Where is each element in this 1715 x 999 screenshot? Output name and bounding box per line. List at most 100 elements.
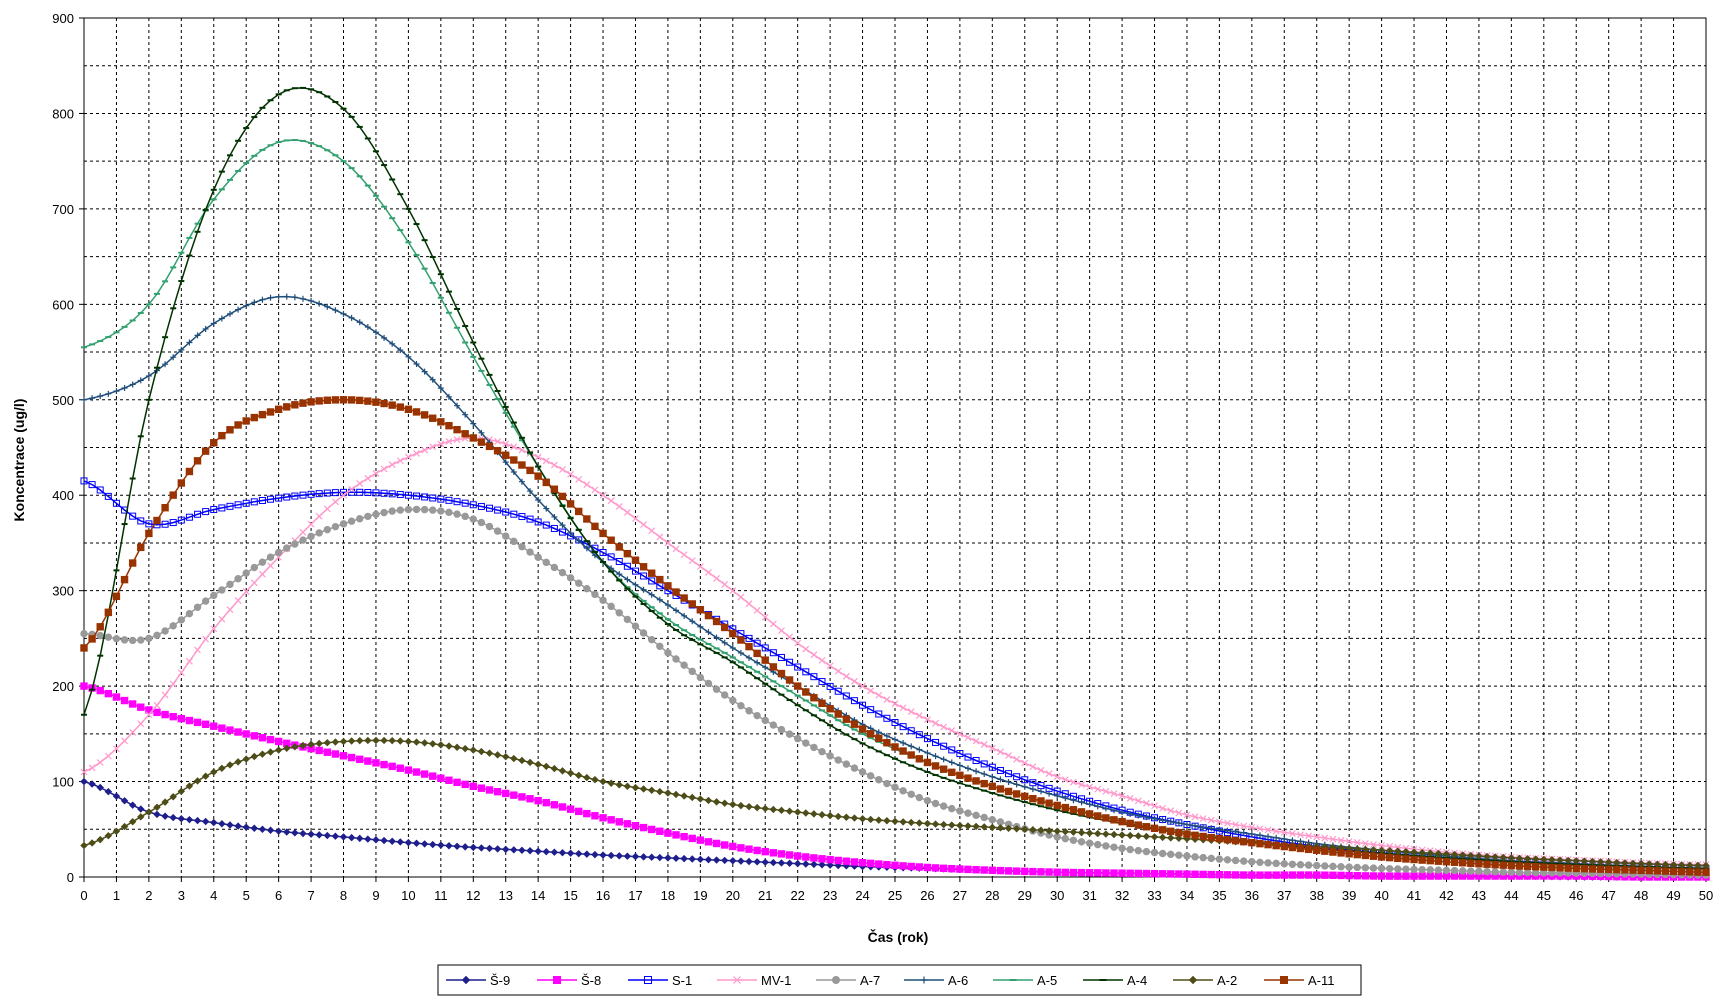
marker-square bbox=[469, 782, 477, 791]
marker-square-open bbox=[88, 481, 96, 489]
marker-diamond bbox=[923, 819, 932, 828]
marker-plus bbox=[746, 654, 753, 661]
marker-diamond bbox=[785, 807, 794, 815]
marker-x bbox=[250, 579, 258, 587]
marker-square-open bbox=[842, 692, 850, 700]
marker-x bbox=[834, 667, 842, 675]
marker-square bbox=[664, 582, 672, 590]
marker-plus bbox=[1175, 820, 1182, 827]
marker-circle bbox=[793, 734, 802, 743]
marker-circle bbox=[1377, 864, 1386, 873]
marker-circle bbox=[1394, 865, 1402, 873]
legend-item: A-11 bbox=[1264, 973, 1335, 988]
marker-circle bbox=[1507, 868, 1516, 876]
marker-circle bbox=[274, 548, 283, 557]
marker-circle bbox=[453, 510, 461, 518]
marker-plus bbox=[1192, 822, 1199, 829]
marker-square-open bbox=[169, 519, 177, 527]
marker-square bbox=[1029, 867, 1037, 876]
marker-circle bbox=[218, 586, 226, 594]
x-tick-label: 36 bbox=[1245, 888, 1259, 903]
marker-plus bbox=[527, 488, 534, 495]
marker-circle bbox=[469, 515, 477, 523]
marker-x bbox=[542, 457, 550, 465]
marker-square bbox=[899, 747, 907, 755]
marker-square-open bbox=[461, 499, 469, 507]
marker-x bbox=[445, 438, 453, 445]
marker-diamond bbox=[956, 821, 964, 830]
marker-plus bbox=[186, 339, 193, 346]
marker-square bbox=[793, 682, 802, 690]
marker-square bbox=[607, 816, 615, 824]
marker-x bbox=[80, 768, 88, 776]
marker-square bbox=[96, 623, 104, 631]
marker-square-open bbox=[980, 760, 988, 768]
marker-square bbox=[931, 762, 940, 770]
y-tick-label: 0 bbox=[67, 870, 74, 885]
marker-circle bbox=[1296, 861, 1305, 869]
marker-square bbox=[177, 714, 186, 723]
marker-circle bbox=[372, 510, 380, 519]
marker-x bbox=[729, 587, 737, 595]
marker-square bbox=[1394, 872, 1402, 880]
marker-diamond bbox=[347, 737, 356, 745]
marker-square bbox=[1572, 864, 1580, 873]
marker-plus bbox=[478, 429, 485, 436]
legend-item: S-1 bbox=[628, 973, 692, 988]
marker-plus bbox=[1119, 809, 1126, 816]
marker-diamond bbox=[534, 760, 542, 769]
marker-diamond bbox=[1475, 852, 1483, 860]
marker-square bbox=[1402, 872, 1410, 880]
marker-circle bbox=[923, 796, 932, 805]
marker-diamond bbox=[672, 790, 680, 799]
marker-diamond bbox=[1061, 827, 1070, 836]
marker-square-open bbox=[867, 706, 875, 714]
marker-circle bbox=[356, 515, 364, 523]
marker-square bbox=[1175, 870, 1183, 878]
marker-square-open bbox=[161, 520, 169, 528]
marker-diamond bbox=[128, 801, 137, 809]
x-tick-label: 7 bbox=[307, 888, 314, 903]
marker-circle bbox=[323, 525, 331, 534]
legend-item: A-7 bbox=[816, 973, 880, 988]
marker-diamond bbox=[769, 805, 778, 814]
marker-plus bbox=[178, 346, 185, 353]
marker-circle bbox=[591, 590, 599, 599]
marker-square bbox=[518, 461, 526, 469]
marker-square bbox=[1004, 867, 1013, 875]
marker-x bbox=[1361, 840, 1369, 847]
marker-x bbox=[769, 620, 777, 628]
marker-square-open bbox=[234, 501, 242, 509]
marker-x bbox=[988, 744, 996, 752]
marker-diamond bbox=[623, 782, 632, 790]
marker-square-open bbox=[137, 517, 145, 525]
marker-x bbox=[1232, 821, 1240, 829]
marker-square bbox=[1556, 864, 1564, 872]
marker-square bbox=[883, 860, 891, 869]
x-tick-label: 20 bbox=[726, 888, 740, 903]
marker-square bbox=[696, 836, 705, 844]
marker-square bbox=[485, 786, 494, 794]
marker-circle bbox=[753, 711, 761, 720]
marker-square bbox=[566, 500, 575, 508]
marker-x bbox=[786, 633, 793, 641]
marker-square bbox=[1231, 871, 1240, 879]
marker-square-open bbox=[202, 508, 210, 516]
marker-diamond bbox=[445, 842, 453, 850]
marker-square bbox=[1629, 866, 1637, 874]
marker-square bbox=[226, 426, 234, 434]
marker-plus bbox=[340, 310, 347, 317]
marker-diamond bbox=[445, 742, 453, 750]
marker-diamond bbox=[1394, 847, 1402, 855]
marker-diamond bbox=[680, 854, 688, 863]
marker-square bbox=[1507, 861, 1516, 870]
marker-x bbox=[1159, 804, 1167, 812]
marker-square bbox=[380, 760, 388, 769]
marker-circle bbox=[656, 642, 664, 651]
marker-circle bbox=[769, 721, 778, 729]
marker-square bbox=[128, 700, 137, 708]
series-A-11 bbox=[80, 396, 1710, 876]
marker-plus bbox=[705, 629, 712, 636]
legend-label: A-5 bbox=[1037, 973, 1057, 988]
marker-plus bbox=[875, 729, 882, 736]
